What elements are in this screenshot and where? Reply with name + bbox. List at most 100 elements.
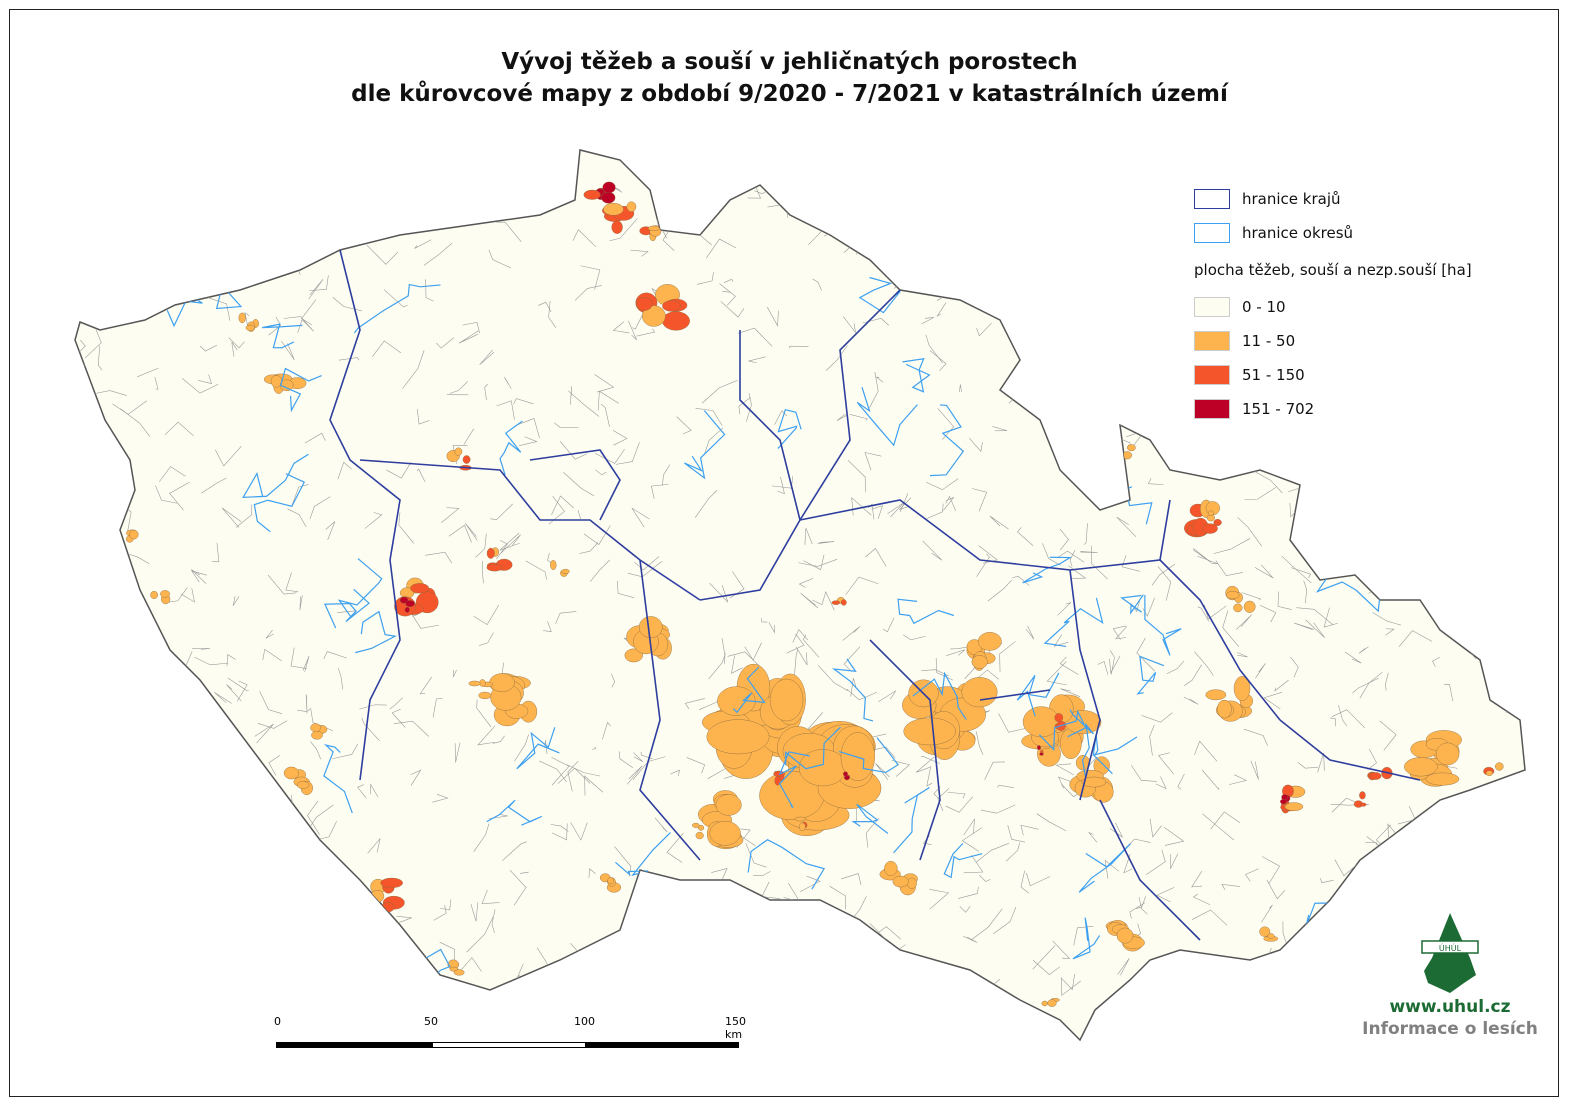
harvest-area (843, 771, 848, 777)
cadastral-line (957, 886, 979, 899)
cadastral-line (1513, 277, 1525, 301)
cadastral-line (1183, 696, 1199, 705)
cadastral-line (1157, 566, 1172, 601)
cadastral-line (580, 953, 616, 971)
cadastral-line (836, 413, 849, 421)
cadastral-line (946, 649, 966, 656)
cadastral-line (1434, 513, 1442, 532)
cadastral-line (358, 151, 379, 170)
cadastral-line (95, 914, 122, 942)
cadastral-line (850, 678, 857, 697)
district-boundary (838, 737, 899, 774)
cadastral-line (777, 476, 785, 495)
cadastral-line (731, 655, 743, 674)
cadastral-line (738, 397, 751, 415)
harvest-area (1233, 676, 1251, 701)
district-boundary (1038, 709, 1087, 752)
cadastral-line (155, 485, 178, 504)
harvest-area (903, 717, 956, 746)
cadastral-line (410, 613, 439, 629)
district-boundary (747, 839, 826, 890)
cadastral-line (349, 155, 370, 171)
cadastral-line (557, 767, 591, 784)
cadastral-line (492, 735, 505, 744)
cadastral-line (1499, 242, 1510, 250)
legend-class-4: 151 - 702 (1194, 392, 1472, 426)
harvest-area (647, 225, 660, 231)
cadastral-line (563, 472, 595, 497)
cadastral-line (975, 731, 984, 755)
cadastral-line (651, 483, 669, 499)
district-boundary (943, 842, 983, 879)
district-boundary (848, 150, 910, 186)
cadastral-line (774, 410, 788, 425)
cadastral-line (792, 629, 808, 643)
cadastral-line (309, 275, 329, 291)
cadastral-line (281, 340, 295, 361)
cadastral-line (551, 757, 570, 786)
cadastral-line (1475, 434, 1504, 446)
cadastral-line (1212, 999, 1241, 1007)
district-boundary (323, 744, 353, 814)
district-boundary (669, 151, 689, 173)
cadastral-line (453, 669, 457, 678)
cadastral-line (1104, 859, 1119, 879)
cadastral-line (1482, 560, 1492, 576)
cadastral-line (849, 414, 868, 421)
cadastral-line (644, 935, 657, 956)
website-link[interactable]: www.uhul.cz (1389, 997, 1511, 1017)
cadastral-line (1250, 994, 1267, 1004)
district-boundary (777, 408, 802, 449)
cadastral-line (584, 985, 594, 1001)
cadastral-line (201, 477, 227, 494)
district-boundary (952, 150, 999, 156)
cadastral-line (812, 278, 822, 291)
cadastral-line (1235, 614, 1252, 630)
cadastral-line (978, 246, 995, 266)
cadastral-line (491, 909, 496, 933)
cadastral-line (482, 560, 484, 584)
cadastral-line (338, 668, 344, 690)
cadastral-line (295, 855, 302, 874)
cadastral-line (845, 576, 879, 596)
cadastral-line (1365, 842, 1378, 848)
cadastral-line (848, 1021, 870, 1040)
cadastral-line (519, 189, 546, 196)
cadastral-line (1355, 969, 1377, 994)
legend-swatch (1194, 399, 1230, 419)
cadastral-line (539, 760, 567, 783)
cadastral-line (865, 548, 887, 567)
cadastral-line (745, 842, 767, 868)
cadastral-line (486, 185, 497, 213)
cadastral-line (1192, 547, 1212, 563)
cadastral-line (448, 524, 472, 543)
harvest-area (1127, 444, 1136, 452)
cadastral-line (1333, 980, 1341, 1000)
cadastral-line (439, 941, 455, 964)
district-boundary (1136, 655, 1165, 695)
cadastral-line (1069, 550, 1076, 567)
cadastral-line (947, 791, 966, 799)
cadastral-line (788, 345, 809, 349)
district-boundary (902, 357, 931, 393)
harvest-area (486, 563, 503, 572)
cadastral-line (658, 196, 664, 215)
cadastral-line (193, 712, 208, 724)
district-boundary (516, 727, 560, 770)
cadastral-line (909, 164, 925, 188)
cadastral-line (1261, 904, 1273, 923)
harvest-area (561, 568, 570, 574)
cadastral-line (271, 935, 290, 953)
cadastral-line (1344, 651, 1362, 664)
cadastral-line (1402, 855, 1417, 870)
cadastral-line (709, 583, 729, 603)
cadastral-line (215, 445, 242, 467)
cadastral-line (927, 172, 944, 212)
district-boundary (785, 726, 841, 770)
region-boundary (359, 459, 701, 601)
cadastral-line (140, 980, 163, 984)
cadastral-line (965, 1018, 985, 1040)
harvest-area (1435, 742, 1460, 766)
cadastral-line (227, 1049, 250, 1068)
cadastral-line (494, 150, 522, 157)
